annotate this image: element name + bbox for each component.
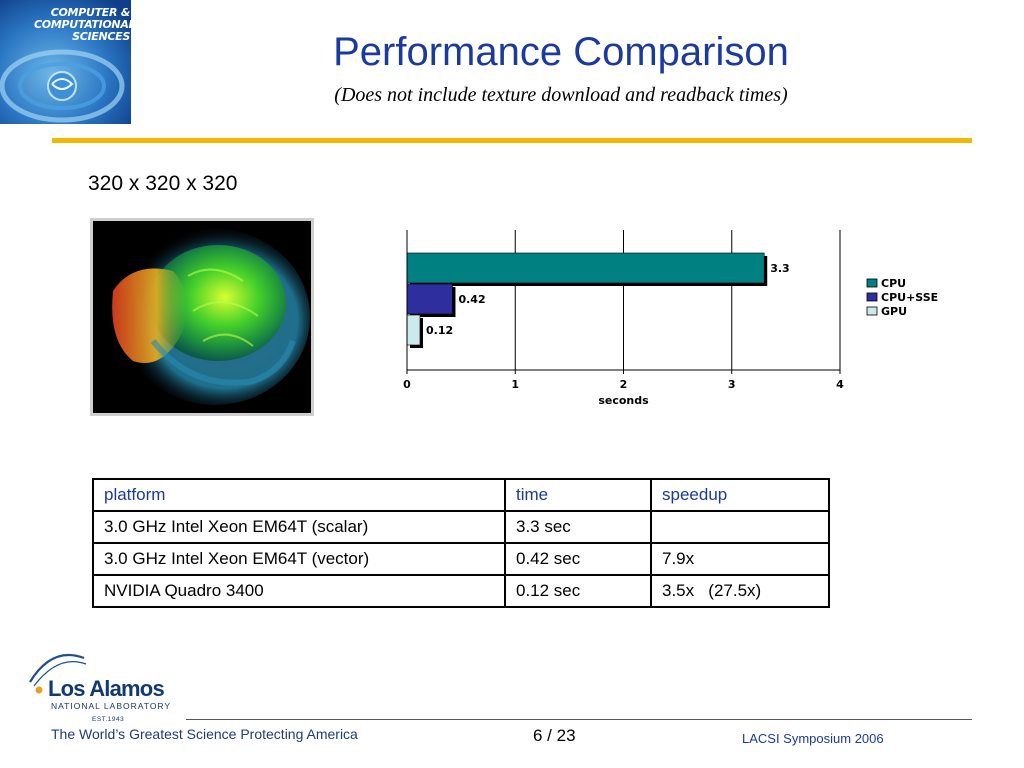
title-divider [52,138,972,143]
table-cell: 3.0 GHz Intel Xeon EM64T (vector) [92,542,506,576]
chart-legend-swatch [866,306,878,316]
ccs-logo-text: COMPUTER & COMPUTATIONAL SCIENCES [34,6,131,43]
chart-x-tick-label: 3 [728,378,736,391]
event-name: LACSI Symposium 2006 [742,731,884,746]
table-cell: 7.9x [650,542,830,576]
chart-legend-label: CPU+SSE [881,291,938,304]
table-header-row: platform time speedup [92,478,830,512]
table-cell: 0.42 sec [504,542,652,576]
chart-gridlines [514,230,841,370]
chart-bar-value-label: 3.3 [770,262,790,275]
table-row: NVIDIA Quadro 3400 0.12 sec 3.5x (27.5x) [92,574,830,608]
table-cell: 3.0 GHz Intel Xeon EM64T (scalar) [92,510,506,544]
chart-bars: 3.3 0.42 0.12 [406,252,790,348]
chart-x-tick-label: 2 [620,378,628,391]
lanl-est: EST.1943 [92,716,125,723]
table-cell: NVIDIA Quadro 3400 [92,574,506,608]
chart-x-tick-label: 4 [836,378,844,391]
chart-x-tick-label: 1 [511,378,519,391]
problem-size-label: 320 x 320 x 320 [88,172,238,195]
chart-bar-cpu-sse [406,283,453,315]
volume-render-frame [90,218,314,416]
footer-divider [186,719,972,720]
table-row: 3.0 GHz Intel Xeon EM64T (vector) 0.42 s… [92,542,830,576]
table-header-cell: platform [92,478,506,512]
ccs-logo-line: COMPUTATIONAL [34,18,131,31]
table-cell: 3.3 sec [504,510,652,544]
table-cell: 0.12 sec [504,574,652,608]
table-header-cell: time [504,478,652,512]
chart-bar-cpu [406,252,765,284]
lanl-logo-graphic [29,653,87,694]
chart-legend-label: CPU [881,277,906,290]
slide-title: Performance Comparison [333,30,789,74]
chart-axes: 0 1 2 3 4 seconds [403,230,844,407]
table-row: 3.0 GHz Intel Xeon EM64T (scalar) 3.3 se… [92,510,830,544]
volume-render-image [93,221,311,413]
lanl-name: Los Alamos [48,676,165,701]
chart-bar-gpu [406,314,421,346]
chart-bar-value-label: 0.42 [458,293,485,306]
results-table: platform time speedup 3.0 GHz Intel Xeon… [92,478,830,608]
chart-legend-swatch [866,278,878,288]
ccs-logo-line: SCIENCES [72,30,130,43]
chart-x-axis-label: seconds [598,394,649,407]
page-number: 6 / 23 [533,726,576,745]
chart-bar-value-label: 0.12 [426,324,453,337]
chart-legend-swatch [866,292,878,302]
slide-subtitle: (Does not include texture download and r… [334,84,788,106]
ccs-logo-line: COMPUTER & [50,6,131,19]
lanl-subtitle: NATIONAL LABORATORY [51,701,172,711]
table-cell: 3.5x (27.5x) [650,574,830,608]
chart-x-tick-label: 0 [403,378,411,391]
table-cell [650,510,830,544]
chart-legend-label: GPU [881,305,907,318]
ccs-logo-graphic [0,0,131,124]
lanl-tagline: The World’s Greatest Science Protecting … [51,726,358,742]
table-header-cell: speedup [650,478,830,512]
ccs-logo: COMPUTER & COMPUTATIONAL SCIENCES [0,0,131,124]
